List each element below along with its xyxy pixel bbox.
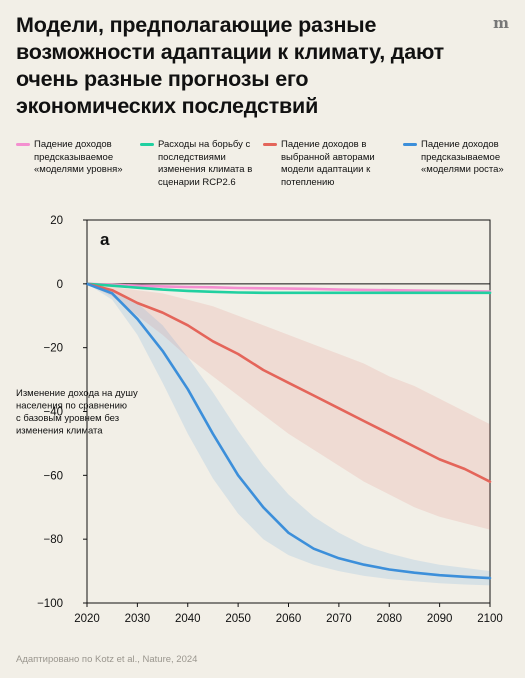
- legend-swatch-blue: [403, 143, 417, 146]
- legend-swatch-green: [140, 143, 154, 146]
- chart-title: Модели, предполагающие разные возможност…: [16, 13, 444, 118]
- y-tick-label: −20: [43, 343, 63, 355]
- series-line-0: [85, 282, 492, 293]
- legend-label-pink: Падение доходов предсказываемое «моделям…: [34, 139, 123, 175]
- confidence-band-3: [87, 283, 490, 586]
- series-line-3: [85, 282, 492, 580]
- x-tick-label: 2090: [427, 613, 453, 625]
- x-tick-label: 2060: [276, 613, 302, 625]
- legend-label-red: Падение доходов в выбранной авторами мод…: [281, 139, 375, 188]
- x-tick-label: 2070: [326, 613, 352, 625]
- legend: Падение доходов предсказываемое «моделям…: [16, 139, 516, 199]
- y-tick-label: 20: [50, 215, 63, 227]
- x-tick-label: 2080: [376, 613, 402, 625]
- legend-swatch-red: [263, 143, 277, 146]
- source-note: Адаптировано по Kotz et al., Nature, 202…: [16, 654, 198, 665]
- legend-label-green: Расходы на борьбу с последствиями измене…: [158, 139, 253, 188]
- y-axis-label: Изменение дохода на душу населения по сра…: [16, 388, 138, 437]
- y-tick-label: 0: [57, 279, 63, 291]
- brand-logo: m: [493, 14, 509, 32]
- series-line-2: [85, 282, 492, 484]
- x-tick-label: 2030: [125, 613, 151, 625]
- confidence-band-2: [87, 283, 490, 530]
- line-chart: a 20 0 −20 −40 −60 −80 −100 2020 2030 2040 2050 20…: [16, 215, 503, 625]
- x-tick-label: 2050: [225, 613, 251, 625]
- y-tick-label: −60: [43, 470, 63, 482]
- series-line-1: [85, 282, 492, 295]
- legend-swatch-pink: [16, 143, 30, 146]
- x-tick-label: 2040: [175, 613, 201, 625]
- x-tick-label: 2100: [477, 613, 503, 625]
- y-tick-label: −40: [43, 407, 63, 419]
- y-tick-label: −100: [37, 598, 63, 610]
- panel-label: a: [100, 230, 110, 249]
- x-tick-label: 2020: [74, 613, 100, 625]
- legend-label-blue: Падение доходов предсказываемое «моделям…: [421, 139, 504, 175]
- y-tick-label: −80: [43, 534, 63, 546]
